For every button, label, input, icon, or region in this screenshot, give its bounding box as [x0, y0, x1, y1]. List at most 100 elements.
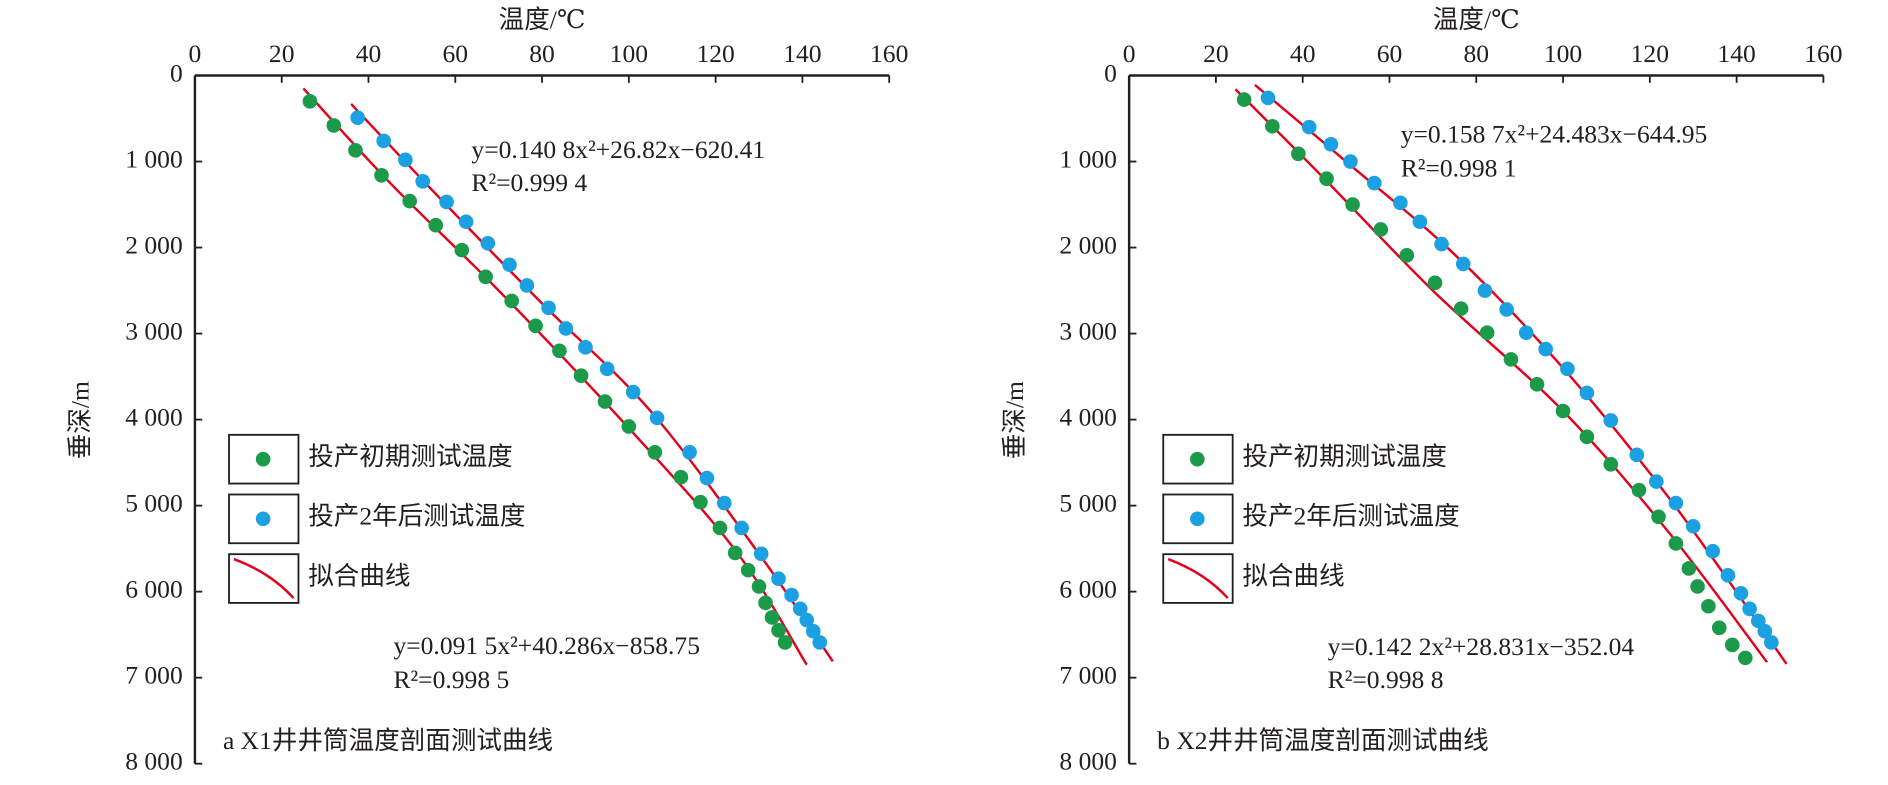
data-point [1631, 482, 1647, 498]
x-tick-label: 100 [1544, 39, 1582, 68]
data-point [502, 257, 517, 273]
data-point [1668, 495, 1684, 511]
y-tick-label: 4 000 [1059, 402, 1117, 431]
data-point [621, 419, 637, 434]
data-point [1399, 247, 1415, 263]
data-point [1711, 620, 1727, 636]
equation: y=0.140 8x²+26.82x−620.41 [471, 135, 765, 164]
data-point [764, 610, 780, 625]
data-point [777, 635, 793, 650]
y-tick-label: 4 000 [125, 402, 183, 431]
data-point [1453, 301, 1469, 316]
equation: y=0.091 5x²+40.286x−858.75 [393, 631, 700, 660]
legend-marker [1190, 511, 1205, 527]
data-point [1455, 256, 1471, 272]
y-tick-label: 0 [1104, 58, 1117, 87]
data-point [1720, 567, 1736, 583]
data-point [1393, 195, 1408, 211]
data-point [1705, 543, 1721, 559]
data-point [1265, 118, 1280, 134]
data-point [1733, 586, 1749, 601]
panel: 0 20 40 60 80 100 120 140 160 0 1 000 2 000 3 000 4 0… [66, 5, 909, 776]
legend-box [228, 433, 300, 485]
data-point [716, 495, 732, 511]
data-point [740, 562, 756, 578]
legend-box [228, 553, 300, 604]
data-point [1579, 385, 1595, 401]
data-point [727, 545, 743, 561]
equation: R²=0.999 4 [471, 168, 587, 197]
panel: 0 20 40 60 80 100 120 140 160 0 1 000 2 000 3 000 4 0… [1000, 5, 1843, 776]
data-point [1701, 598, 1716, 614]
data-point [1518, 325, 1534, 341]
x-axis-title: 温度/℃ [1433, 5, 1520, 34]
x-tick-label: 160 [1804, 39, 1842, 68]
data-point [402, 193, 418, 209]
legend-line [1167, 557, 1229, 599]
data-point [812, 635, 828, 650]
data-point [376, 133, 391, 149]
y-tick-label: 3 000 [125, 316, 183, 345]
data-point [673, 469, 689, 485]
data-point [504, 293, 519, 309]
data-point [1373, 222, 1389, 237]
data-point [805, 623, 821, 639]
data-point [374, 167, 389, 183]
data-point [1503, 352, 1519, 367]
y-tick-label: 6 000 [125, 575, 183, 604]
data-point [784, 587, 799, 603]
data-point [734, 520, 749, 536]
x-tick-label: 40 [356, 39, 382, 68]
data-point [597, 394, 613, 409]
data-point [1412, 214, 1428, 230]
data-point [302, 94, 318, 109]
legend-line [233, 557, 295, 599]
data-point [439, 194, 454, 210]
data-point [1555, 403, 1571, 419]
legend-marker [255, 511, 271, 527]
data-point [599, 361, 615, 377]
legend-box [1162, 553, 1234, 604]
data-point [1236, 92, 1252, 107]
data-point [1668, 536, 1684, 551]
data-point [454, 242, 470, 258]
y-tick-label: 5 000 [125, 488, 183, 517]
data-point [458, 214, 474, 230]
caption: a X1井井筒温度剖面测试曲线 [223, 726, 553, 755]
data-point [693, 494, 708, 510]
data-point [1764, 635, 1779, 650]
y-tick-label: 2 000 [1059, 230, 1117, 259]
legend-label: 拟合曲线 [308, 561, 410, 590]
data-point [428, 217, 444, 233]
x-tick-label: 60 [442, 39, 468, 68]
caption: b X2井井筒温度剖面测试曲线 [1157, 726, 1489, 755]
data-point [1529, 377, 1545, 392]
data-point [1560, 361, 1575, 377]
data-point [647, 444, 663, 460]
x-tick-label: 40 [1290, 39, 1316, 68]
y-tick-label: 2 000 [125, 230, 183, 259]
legend-box [228, 493, 300, 545]
x-tick-label: 120 [696, 39, 734, 68]
equation: R²=0.998 1 [1401, 153, 1517, 182]
data-point [1323, 137, 1339, 152]
data-point [541, 300, 556, 316]
data-point [1579, 429, 1595, 445]
y-tick-label: 6 000 [1059, 575, 1117, 604]
data-point [1742, 601, 1757, 617]
data-point [415, 174, 431, 189]
data-point [799, 612, 815, 628]
y-axis-title: 垂深/m [1000, 381, 1029, 459]
data-point [1343, 154, 1358, 169]
legend-marker [1190, 451, 1205, 467]
data-point [1260, 90, 1276, 106]
data-point [348, 143, 363, 158]
legend-label: 投产初期测试温度 [1242, 442, 1447, 471]
data-point [1724, 637, 1740, 653]
data-point [751, 579, 767, 594]
y-tick-label: 3 000 [1059, 316, 1117, 345]
data-point [712, 520, 728, 536]
x-tick-label: 100 [610, 39, 648, 68]
y-tick-label: 8 000 [1059, 747, 1117, 776]
